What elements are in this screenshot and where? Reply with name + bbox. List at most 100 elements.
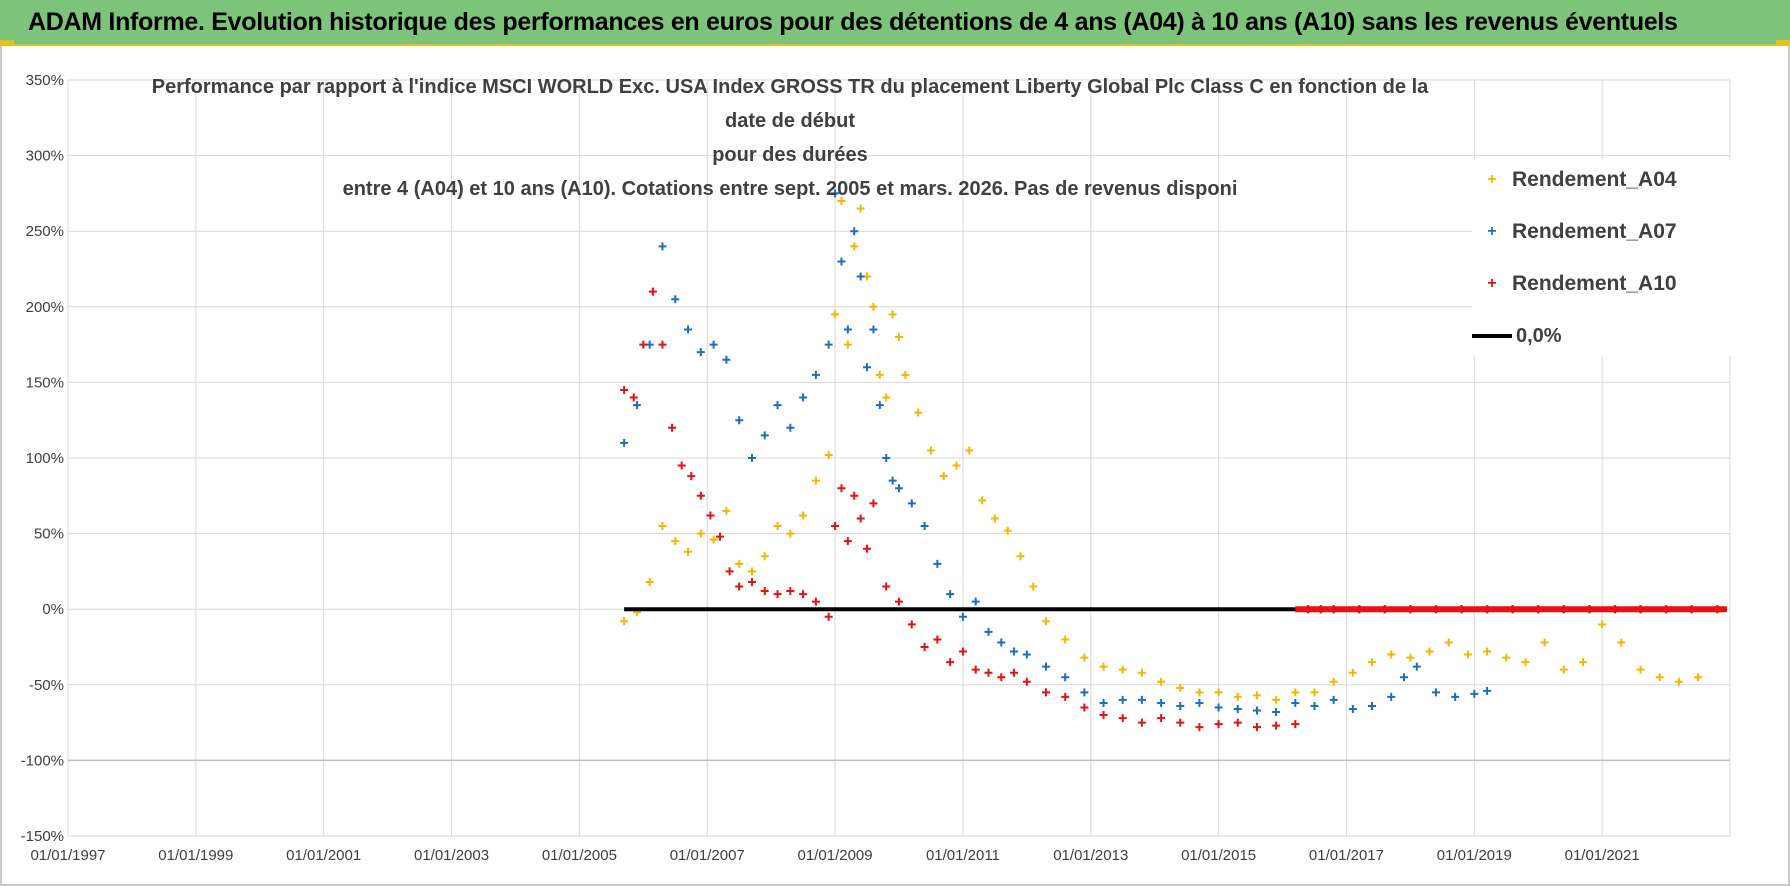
- a07-point: [1157, 698, 1166, 707]
- a07-point: [843, 325, 852, 334]
- legend-label: Rendement_A07: [1512, 220, 1677, 243]
- x-tick-label: 01/01/2005: [542, 847, 617, 864]
- x-tick-label: 01/01/2001: [286, 847, 361, 864]
- a07-point: [946, 590, 955, 599]
- a07-point: [799, 393, 808, 402]
- a04-point: [735, 559, 744, 568]
- a04-point: [850, 242, 859, 251]
- legend-item-a07: + Rendement_A07: [1472, 212, 1677, 252]
- a07-point: [1329, 695, 1338, 704]
- y-tick-label: -150%: [21, 828, 64, 845]
- a10-point: [696, 491, 705, 500]
- x-tick-label: 01/01/2017: [1309, 847, 1384, 864]
- a04-point: [882, 393, 891, 402]
- a10-point: [882, 582, 891, 591]
- a04-point: [1578, 658, 1587, 667]
- a10-point: [1214, 720, 1223, 729]
- a04-point: [965, 446, 974, 455]
- a04-point: [1252, 691, 1261, 700]
- a07-point: [620, 438, 629, 447]
- a10-point: [706, 511, 715, 520]
- a04-point: [1636, 665, 1645, 674]
- a07-point: [1118, 695, 1127, 704]
- a10-point: [850, 491, 859, 500]
- a10-point: [687, 472, 696, 481]
- a07-point: [1233, 704, 1242, 713]
- a07-point: [696, 348, 705, 357]
- a10-point: [1195, 723, 1204, 732]
- a10-point: [984, 668, 993, 677]
- a04-point: [1310, 688, 1319, 697]
- banner-accent-right: [1776, 40, 1790, 46]
- chart-legend: + Rendement_A04 + Rendement_A07 + Rendem…: [1472, 160, 1736, 356]
- a04-point: [671, 537, 680, 546]
- a04-point: [1157, 677, 1166, 686]
- a04-point: [901, 370, 910, 379]
- a07-point: [658, 242, 667, 251]
- a10-point: [773, 590, 782, 599]
- a04-point: [1598, 620, 1607, 629]
- a07-point: [786, 423, 795, 432]
- a10-point: [1099, 711, 1108, 720]
- a10-point: [668, 423, 677, 432]
- a04-point: [1348, 668, 1357, 677]
- legend-item-zero: 0,0%: [1472, 316, 1562, 356]
- a04-point: [799, 511, 808, 520]
- a07-point: [869, 325, 878, 334]
- x-tick-label: 01/01/2015: [1181, 847, 1256, 864]
- a10-point: [831, 522, 840, 531]
- a07-point: [958, 612, 967, 621]
- a07-point: [1195, 698, 1204, 707]
- a04-point: [1291, 688, 1300, 697]
- a07-point: [1176, 701, 1185, 710]
- a04-point: [786, 529, 795, 538]
- legend-item-a10: + Rendement_A10: [1472, 264, 1676, 304]
- a07-point: [984, 627, 993, 636]
- a07-point: [933, 559, 942, 568]
- a04-point: [1329, 677, 1338, 686]
- a04-point: [1016, 552, 1025, 561]
- a04-point: [837, 196, 846, 205]
- a10-point: [1157, 714, 1166, 723]
- a10-point: [1061, 692, 1070, 701]
- a04-point: [831, 310, 840, 319]
- a04-point: [856, 204, 865, 213]
- a07-point: [1451, 692, 1460, 701]
- a07-point: [1010, 647, 1019, 656]
- a07-point: [1348, 704, 1357, 713]
- a07-point: [1431, 688, 1440, 697]
- plus-marker-icon: +: [1487, 275, 1497, 292]
- a10-point: [1176, 718, 1185, 727]
- y-tick-label: 150%: [26, 374, 64, 391]
- a10-point: [786, 587, 795, 596]
- a10-point: [1042, 688, 1051, 697]
- a04-point: [895, 333, 903, 342]
- x-tick-label: 01/01/2009: [798, 847, 873, 864]
- a10-point: [620, 385, 629, 394]
- a04-point: [1655, 673, 1664, 682]
- a07-point: [895, 484, 903, 493]
- x-tick-label: 01/01/2013: [1053, 847, 1128, 864]
- a04-point: [658, 522, 667, 531]
- a04-point: [888, 310, 897, 319]
- a04-point: [1061, 635, 1070, 644]
- a10-point: [1137, 718, 1146, 727]
- a04-point: [1233, 692, 1242, 701]
- a07-point: [863, 363, 872, 372]
- a07-point: [1137, 695, 1146, 704]
- x-tick-label: 01/01/1999: [158, 847, 233, 864]
- a07-point: [1252, 706, 1261, 715]
- a04-point: [1214, 688, 1223, 697]
- x-tick-label: 01/01/2011: [926, 847, 1000, 864]
- a04-point: [1559, 665, 1568, 674]
- a04-point: [939, 472, 948, 481]
- a04-point: [1502, 653, 1511, 662]
- a10-point: [799, 590, 808, 599]
- a07-point: [907, 499, 916, 508]
- a10-point: [639, 340, 648, 349]
- a10-point: [735, 582, 744, 591]
- banner-title: ADAM Informe. Evolution historique des p…: [28, 8, 1678, 36]
- plus-marker-icon: +: [1487, 223, 1497, 240]
- y-tick-label: 300%: [26, 148, 64, 165]
